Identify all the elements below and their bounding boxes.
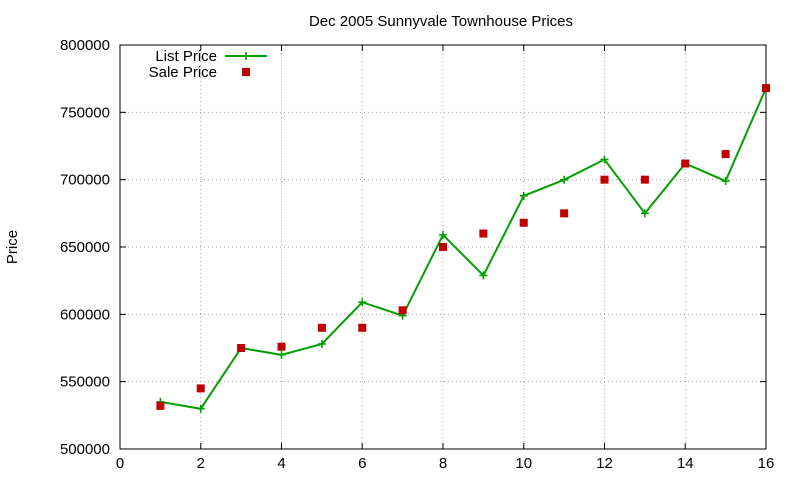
list-price-point — [560, 175, 569, 184]
legend-label-list-price: List Price — [155, 48, 217, 65]
legend-swatch-list-price-marker — [242, 52, 250, 60]
sale-price-point — [560, 209, 569, 218]
sale-price-point — [439, 243, 447, 251]
x-tick-label: 8 — [439, 455, 447, 472]
sale-price-point — [681, 159, 690, 168]
legend: List Price Sale Price — [149, 48, 267, 81]
legend-label-sale-price: Sale Price — [149, 64, 217, 81]
y-tick-label: 800000 — [60, 37, 110, 54]
list-price-point — [196, 404, 205, 413]
sale-price-point — [398, 306, 407, 315]
sale-price-point — [277, 342, 286, 351]
x-tick-label: 0 — [116, 455, 124, 472]
x-tick-label: 6 — [358, 455, 366, 472]
list-price-point — [640, 209, 649, 218]
y-tick-label: 550000 — [60, 374, 110, 391]
sale-price-point — [156, 401, 165, 410]
y-tick-label: 650000 — [60, 239, 110, 256]
legend-swatch-sale-price — [242, 68, 250, 76]
x-tick-label: 2 — [197, 455, 205, 472]
plot-area — [156, 84, 770, 413]
y-tick-label: 700000 — [60, 172, 110, 189]
sale-price-point — [600, 175, 609, 184]
list-price-point — [519, 191, 528, 200]
axes: 0 2 4 6 8 10 12 14 16 500000 550000 600000 650000 700… — [60, 37, 774, 472]
x-tick-label: 14 — [677, 455, 694, 472]
list-price-point — [439, 230, 447, 239]
y-tick-label: 600000 — [60, 306, 110, 323]
sale-price-point — [358, 323, 367, 332]
sale-price-point — [519, 218, 528, 227]
sale-price-point — [237, 344, 246, 352]
sale-price-point — [762, 84, 770, 93]
x-tick-label: 16 — [758, 455, 775, 472]
sale-price-point — [196, 384, 205, 393]
chart-title: Dec 2005 Sunnyvale Townhouse Prices — [309, 13, 573, 30]
x-tick-label: 12 — [596, 455, 613, 472]
x-tick-label: 4 — [277, 455, 285, 472]
y-tick-label: 750000 — [60, 104, 110, 121]
series-line-list-price — [160, 87, 767, 410]
x-tick-label: 10 — [515, 455, 532, 472]
sale-price-point — [479, 229, 488, 238]
sale-price-point — [317, 323, 326, 332]
list-price-point — [721, 177, 730, 186]
y-axis-label: Price — [4, 230, 21, 264]
list-price-point — [317, 339, 326, 348]
sale-price-point — [721, 150, 730, 159]
list-price-point — [479, 271, 488, 280]
list-price-point — [358, 298, 367, 307]
list-price-point — [600, 155, 609, 164]
sale-price-point — [640, 175, 649, 184]
grid — [120, 45, 766, 449]
list-price-point — [277, 350, 286, 359]
y-tick-label: 500000 — [60, 441, 110, 458]
